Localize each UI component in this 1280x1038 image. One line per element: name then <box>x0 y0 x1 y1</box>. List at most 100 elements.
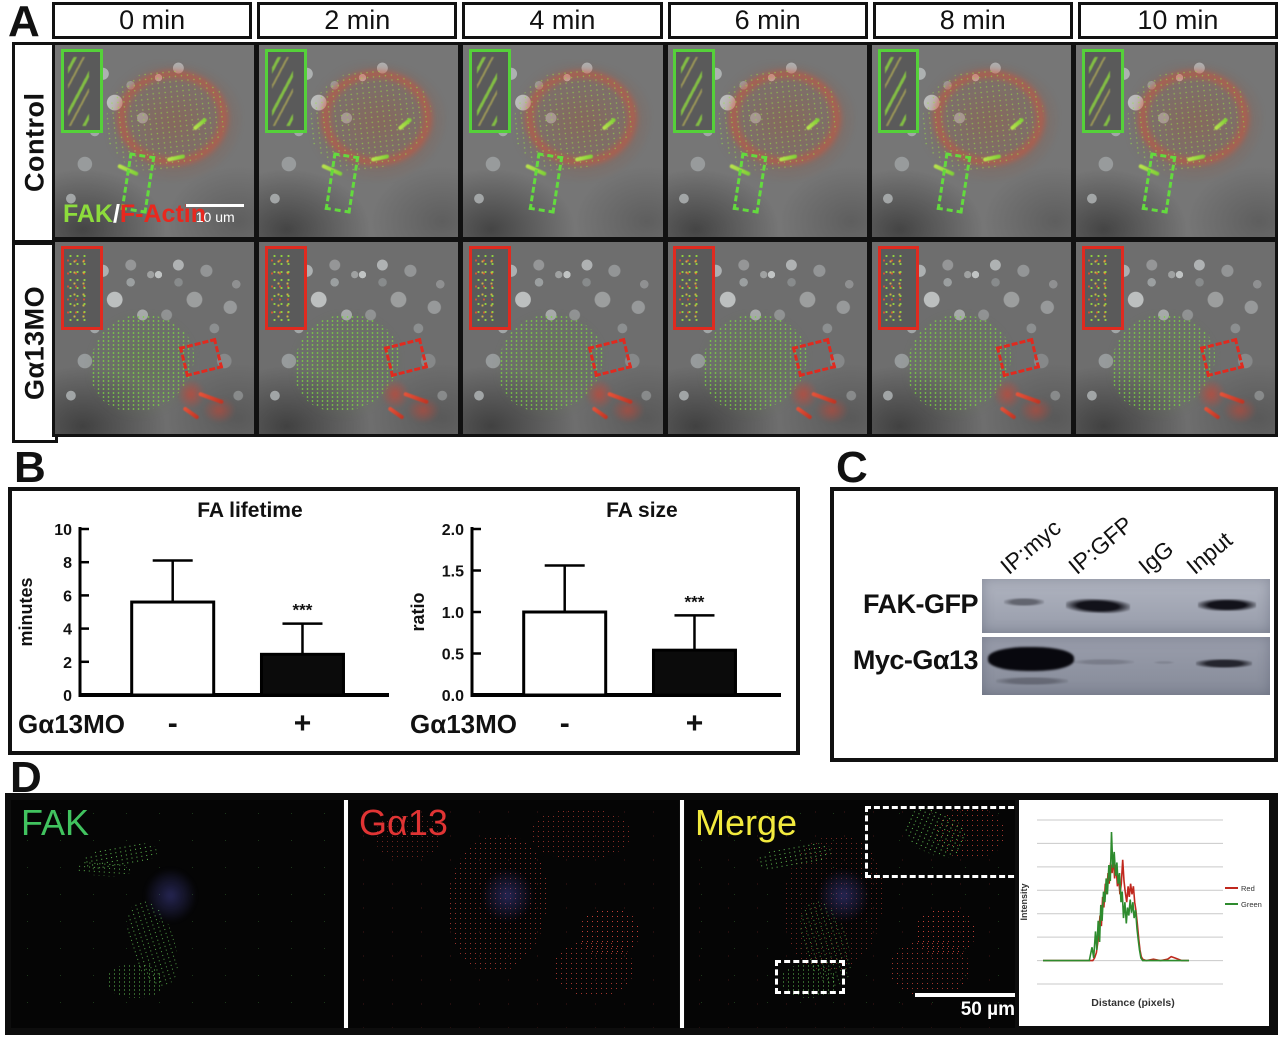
inset-fak-streaks <box>68 56 90 126</box>
timepoint-header-row: 0 min 2 min 4 min 6 min 8 min 10 min <box>52 2 1278 39</box>
legend-label: Green <box>1241 900 1262 909</box>
factin-tips <box>578 372 647 427</box>
panel-b-box: FA lifetime minutes 0 2 4 6 8 10 - *** + Gα13MO FA … <box>8 487 800 755</box>
intensity-profile-panel: Red Green Intensity Distance (pixels) <box>1019 800 1269 1026</box>
blot-row-label: Myc-Gα13 <box>852 645 979 675</box>
ga13-cluster <box>553 941 633 997</box>
y-tick-label: 0 <box>63 688 72 705</box>
group-label: Gα13MO <box>18 709 125 739</box>
factin-tips <box>170 372 239 427</box>
scale-bar: 50 µm <box>915 993 1015 1021</box>
timepoint-header: 0 min <box>52 2 253 39</box>
inset-speckles <box>66 251 89 325</box>
image-label-fak: FAK <box>21 802 90 843</box>
inset-fak-streaks <box>884 56 906 126</box>
significance-marker: *** <box>684 592 704 611</box>
zoom-inset-box-green <box>877 48 920 134</box>
if-image-fak: FAK <box>11 800 343 1028</box>
legend-label: Red <box>1241 884 1255 893</box>
zoom-inset-box-red <box>60 245 103 331</box>
scale-bar-label: 10 um <box>195 209 235 226</box>
y-tick-label: 0.0 <box>441 688 463 705</box>
timelapse-image-control <box>259 45 459 237</box>
factin-tips <box>783 372 851 427</box>
y-tick-label: 6 <box>63 588 72 605</box>
panel-divider <box>680 800 684 1028</box>
y-axis-label: Intensity <box>1019 883 1029 920</box>
if-image-merge: 50 µm Merge <box>685 800 1015 1028</box>
zoom-inset-box-green <box>1081 48 1124 134</box>
timelapse-image-control <box>871 45 1071 237</box>
blot-band <box>1196 659 1252 668</box>
zoom-inset-box-red <box>673 245 716 331</box>
timelapse-grid: FAK/F-Actin 10 um <box>52 42 1278 437</box>
image-label-ga13: Gα13 <box>359 802 448 843</box>
x-axis-label: Distance (pixels) <box>1091 997 1174 1009</box>
ga13-cluster <box>889 941 969 997</box>
blot-band <box>1004 598 1044 606</box>
timelapse-image-ga13mo <box>463 242 663 434</box>
fak-cluster <box>107 964 164 999</box>
timepoint-header: 10 min <box>1077 2 1278 39</box>
zoom-inset-box-red <box>265 245 307 331</box>
nucleus-stain <box>481 868 534 924</box>
timelapse-image-control <box>463 45 663 237</box>
blot-band <box>988 647 1074 671</box>
ga13-cluster <box>375 813 442 860</box>
if-image-ga13: Gα13 <box>349 800 679 1028</box>
panel-d-letter: D <box>10 753 42 802</box>
timepoint-header: 4 min <box>462 2 663 39</box>
timelapse-image-control <box>1075 45 1275 237</box>
blot-lane-label: IP:myc <box>995 514 1066 580</box>
nucleus-stain <box>143 868 197 924</box>
chart-title: FA size <box>606 499 678 522</box>
timelapse-image-control: FAK/F-Actin 10 um <box>55 45 255 237</box>
blot-strip-myc-ga13 <box>982 637 1270 695</box>
inset-speckles <box>1087 251 1110 325</box>
blot-lane-label: IgG <box>1133 535 1179 580</box>
y-axis-label: minutes <box>16 577 36 646</box>
y-tick-label: 1.5 <box>441 564 463 581</box>
fa-lifetime-chart: FA lifetime minutes 0 2 4 6 8 10 - *** + Gα13MO <box>16 499 389 740</box>
group-label: Gα13MO <box>410 709 517 739</box>
timelapse-image-control <box>667 45 867 237</box>
stain-legend: FAK/F-Actin <box>63 200 206 229</box>
merge-roi-dashed-box <box>775 960 845 994</box>
chart-title: FA lifetime <box>197 499 302 522</box>
y-tick-label: 2.0 <box>441 522 463 539</box>
zoom-inset-box-red <box>1081 245 1124 331</box>
timelapse-image-ga13mo <box>1075 242 1275 434</box>
panel-c-box: IP:myc IP:GFP IgG Input FAK-GFP Myc-Gα13 <box>830 487 1278 762</box>
zoom-inset-box-green <box>673 48 716 134</box>
ga13-cluster <box>448 836 547 974</box>
inset-speckles <box>883 251 905 325</box>
y-tick-label: 8 <box>63 555 72 572</box>
category-label: - <box>559 707 569 740</box>
timepoint-header: 6 min <box>667 2 868 39</box>
inset-fak-streaks <box>1089 56 1110 126</box>
timelapse-image-ga13mo <box>55 242 255 434</box>
y-tick-label: 10 <box>54 522 72 539</box>
panel-a-letter: A <box>8 0 40 46</box>
inset-speckles <box>270 251 293 325</box>
inset-fak-streaks <box>476 56 498 126</box>
bar <box>521 610 607 697</box>
category-label: + <box>293 707 311 740</box>
inset-fak-streaks <box>272 56 294 126</box>
blot-lane-label: IP:GFP <box>1063 510 1138 580</box>
zoom-inset-box-red <box>469 245 512 331</box>
significance-marker: *** <box>292 601 312 620</box>
blot-band <box>1154 661 1174 664</box>
blot-row-label: FAK-GFP <box>863 589 979 619</box>
blot-lane-label: Input <box>1181 526 1238 580</box>
image-label-merge: Merge <box>695 802 798 843</box>
bar <box>129 600 215 697</box>
y-tick-label: 1.0 <box>441 605 463 622</box>
fak-legend-label: FAK <box>62 200 113 229</box>
panel-b-letter: B <box>14 443 46 492</box>
timepoint-header: 2 min <box>257 2 458 39</box>
fa-size-chart: FA size ratio 0.0 0.5 1.0 1.5 2.0 - *** + Gα13MO <box>408 499 781 740</box>
inset-speckles <box>679 251 701 325</box>
bar <box>651 648 737 697</box>
zoom-inset-box-red <box>877 245 920 331</box>
